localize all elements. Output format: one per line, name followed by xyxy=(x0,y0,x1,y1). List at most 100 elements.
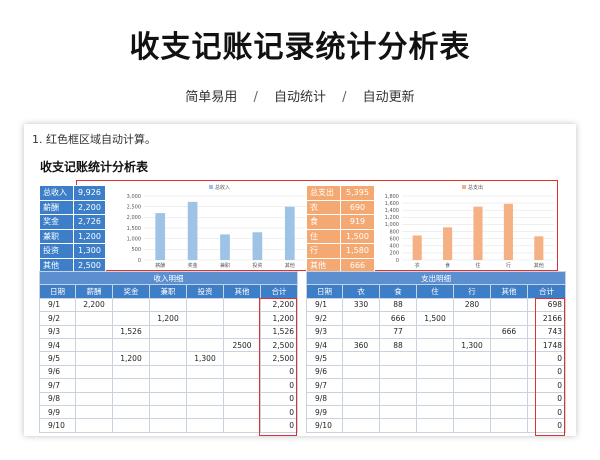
expense-amount-cell[interactable] xyxy=(416,324,454,339)
income-amount-cell[interactable] xyxy=(112,297,150,313)
expense-amount-cell[interactable] xyxy=(416,351,454,366)
income-date-cell[interactable]: 9/5 xyxy=(39,351,76,366)
expense-amount-cell[interactable] xyxy=(453,351,491,366)
income-amount-cell[interactable] xyxy=(75,391,113,406)
income-amount-cell[interactable] xyxy=(223,404,261,420)
income-amount-cell[interactable] xyxy=(75,404,113,420)
expense-amount-cell[interactable] xyxy=(453,378,491,393)
income-amount-cell[interactable] xyxy=(223,351,261,366)
expense-amount-cell[interactable] xyxy=(490,351,528,366)
income-amount-cell[interactable]: 1,200 xyxy=(112,351,150,366)
expense-date-cell[interactable]: 9/4 xyxy=(306,337,343,353)
expense-amount-cell[interactable] xyxy=(453,364,491,380)
expense-date-cell[interactable]: 9/3 xyxy=(306,324,343,339)
income-amount-cell[interactable] xyxy=(149,351,187,366)
expense-amount-cell[interactable] xyxy=(416,297,454,313)
expense-amount-cell[interactable]: 330 xyxy=(342,297,380,313)
income-date-cell[interactable]: 9/4 xyxy=(39,337,76,353)
expense-amount-cell[interactable] xyxy=(379,378,417,393)
income-date-cell[interactable]: 9/6 xyxy=(39,364,76,380)
expense-amount-cell[interactable] xyxy=(342,311,380,326)
income-amount-cell[interactable] xyxy=(149,391,187,406)
expense-date-cell[interactable]: 9/6 xyxy=(306,364,343,380)
expense-amount-cell[interactable]: 1,300 xyxy=(453,337,491,353)
expense-amount-cell[interactable] xyxy=(379,364,417,380)
income-amount-cell[interactable] xyxy=(149,418,187,433)
income-amount-cell[interactable] xyxy=(223,311,261,326)
income-date-cell[interactable]: 9/10 xyxy=(39,418,76,433)
expense-amount-cell[interactable] xyxy=(379,391,417,406)
expense-amount-cell[interactable] xyxy=(490,378,528,393)
expense-amount-cell[interactable] xyxy=(416,404,454,420)
expense-amount-cell[interactable] xyxy=(379,351,417,366)
income-amount-cell[interactable]: 1,200 xyxy=(149,311,187,326)
expense-date-cell[interactable]: 9/7 xyxy=(306,378,343,393)
expense-amount-cell[interactable] xyxy=(490,404,528,420)
income-date-cell[interactable]: 9/9 xyxy=(39,404,76,420)
income-amount-cell[interactable] xyxy=(186,311,224,326)
expense-amount-cell[interactable]: 1,500 xyxy=(416,311,454,326)
expense-amount-cell[interactable] xyxy=(342,324,380,339)
expense-date-cell[interactable]: 9/10 xyxy=(306,418,343,433)
income-amount-cell[interactable] xyxy=(186,418,224,433)
income-amount-cell[interactable] xyxy=(112,404,150,420)
expense-amount-cell[interactable] xyxy=(379,404,417,420)
expense-total-cell[interactable]: 0 xyxy=(527,351,566,366)
expense-amount-cell[interactable] xyxy=(453,311,491,326)
income-amount-cell[interactable] xyxy=(112,418,150,433)
income-amount-cell[interactable]: 1,526 xyxy=(112,324,150,339)
expense-amount-cell[interactable] xyxy=(453,418,491,433)
expense-amount-cell[interactable] xyxy=(453,404,491,420)
income-date-cell[interactable]: 9/3 xyxy=(39,324,76,339)
expense-amount-cell[interactable] xyxy=(342,418,380,433)
expense-total-cell[interactable]: 0 xyxy=(527,418,566,433)
expense-amount-cell[interactable] xyxy=(342,404,380,420)
expense-amount-cell[interactable] xyxy=(342,364,380,380)
income-amount-cell[interactable] xyxy=(186,391,224,406)
expense-date-cell[interactable]: 9/8 xyxy=(306,391,343,406)
income-amount-cell[interactable]: 1,300 xyxy=(186,351,224,366)
income-amount-cell[interactable] xyxy=(112,391,150,406)
expense-amount-cell[interactable]: 88 xyxy=(379,297,417,313)
expense-amount-cell[interactable]: 360 xyxy=(342,337,380,353)
expense-amount-cell[interactable] xyxy=(416,418,454,433)
expense-amount-cell[interactable] xyxy=(342,351,380,366)
income-amount-cell[interactable] xyxy=(75,364,113,380)
income-amount-cell[interactable] xyxy=(223,297,261,313)
expense-amount-cell[interactable] xyxy=(416,364,454,380)
expense-amount-cell[interactable] xyxy=(490,391,528,406)
income-amount-cell[interactable] xyxy=(112,364,150,380)
income-amount-cell[interactable] xyxy=(112,311,150,326)
income-amount-cell[interactable] xyxy=(223,364,261,380)
expense-amount-cell[interactable]: 666 xyxy=(490,324,528,339)
income-amount-cell[interactable] xyxy=(112,337,150,353)
expense-amount-cell[interactable] xyxy=(490,418,528,433)
expense-date-cell[interactable]: 9/9 xyxy=(306,404,343,420)
income-amount-cell[interactable] xyxy=(223,418,261,433)
expense-date-cell[interactable]: 9/1 xyxy=(306,297,343,313)
income-date-cell[interactable]: 9/1 xyxy=(39,297,76,313)
income-amount-cell[interactable] xyxy=(186,378,224,393)
expense-amount-cell[interactable]: 88 xyxy=(379,337,417,353)
income-amount-cell[interactable] xyxy=(149,378,187,393)
expense-amount-cell[interactable]: 666 xyxy=(379,311,417,326)
income-amount-cell[interactable] xyxy=(149,297,187,313)
expense-amount-cell[interactable] xyxy=(453,391,491,406)
expense-amount-cell[interactable] xyxy=(342,391,380,406)
income-amount-cell[interactable] xyxy=(75,378,113,393)
income-amount-cell[interactable] xyxy=(186,404,224,420)
expense-amount-cell[interactable]: 77 xyxy=(379,324,417,339)
income-amount-cell[interactable] xyxy=(149,324,187,339)
expense-amount-cell[interactable] xyxy=(416,391,454,406)
income-amount-cell[interactable] xyxy=(149,404,187,420)
expense-date-cell[interactable]: 9/5 xyxy=(306,351,343,366)
income-amount-cell[interactable] xyxy=(186,297,224,313)
income-amount-cell[interactable]: 2,200 xyxy=(75,297,113,313)
expense-amount-cell[interactable] xyxy=(416,378,454,393)
income-amount-cell[interactable] xyxy=(75,324,113,339)
expense-date-cell[interactable]: 9/2 xyxy=(306,311,343,326)
expense-amount-cell[interactable] xyxy=(453,324,491,339)
income-amount-cell[interactable] xyxy=(223,378,261,393)
income-amount-cell[interactable]: 2500 xyxy=(223,337,261,353)
expense-amount-cell[interactable] xyxy=(490,297,528,313)
